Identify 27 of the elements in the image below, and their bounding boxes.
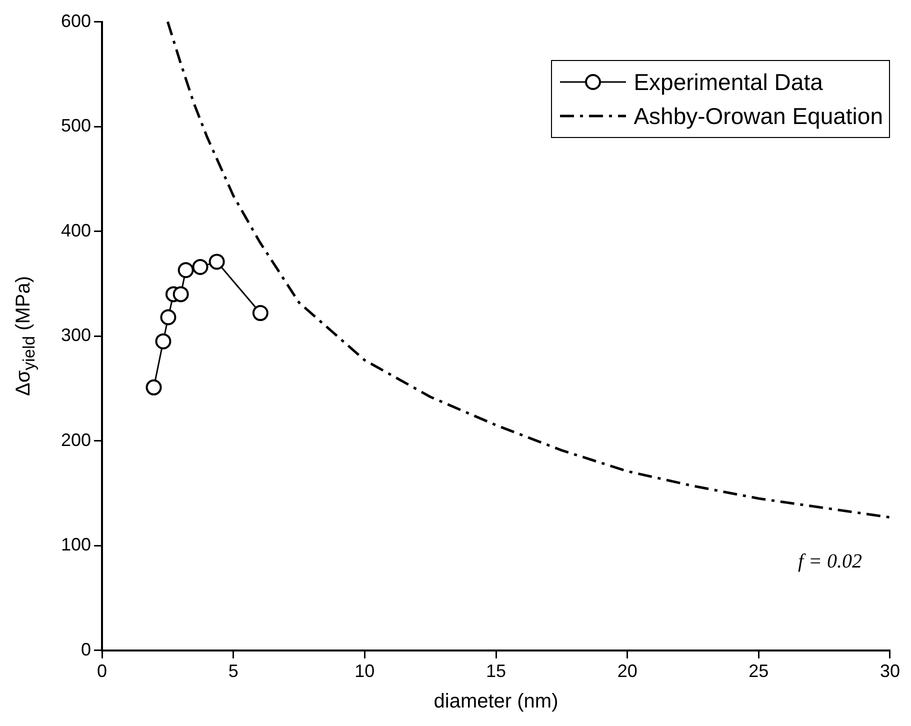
x-tick-label: 5 [228, 661, 238, 682]
point [172, 286, 189, 302]
point [155, 333, 172, 350]
x-tick-label: 0 [97, 661, 108, 682]
x-tick-label: 30 [880, 661, 900, 682]
legend-label: Experimental Data [634, 68, 823, 97]
legend-label: Ashby-Orowan Equation [634, 102, 883, 131]
x-tick-label: 10 [354, 661, 375, 682]
x-tick-label: 15 [486, 661, 506, 682]
point [252, 305, 268, 322]
y-tick-label: 400 [60, 220, 92, 240]
point [208, 254, 225, 270]
point [160, 309, 176, 326]
x-axis-title: diameter (nm) [434, 690, 558, 713]
y-tick-label: 300 [60, 325, 92, 346]
y-tick-label: 0 [81, 639, 92, 660]
line-series [166, 20, 892, 519]
x-tick-label: 25 [748, 661, 769, 682]
y-tick-label: 600 [60, 10, 92, 31]
x-tick-label: 20 [617, 661, 638, 682]
y-tick-label: 100 [60, 534, 92, 555]
y-tick-label: 500 [60, 116, 92, 136]
point [178, 262, 194, 278]
point [192, 258, 208, 275]
point [146, 379, 162, 396]
annotation: f = 0.02 [798, 550, 862, 573]
y-tick-label: 200 [60, 430, 92, 450]
